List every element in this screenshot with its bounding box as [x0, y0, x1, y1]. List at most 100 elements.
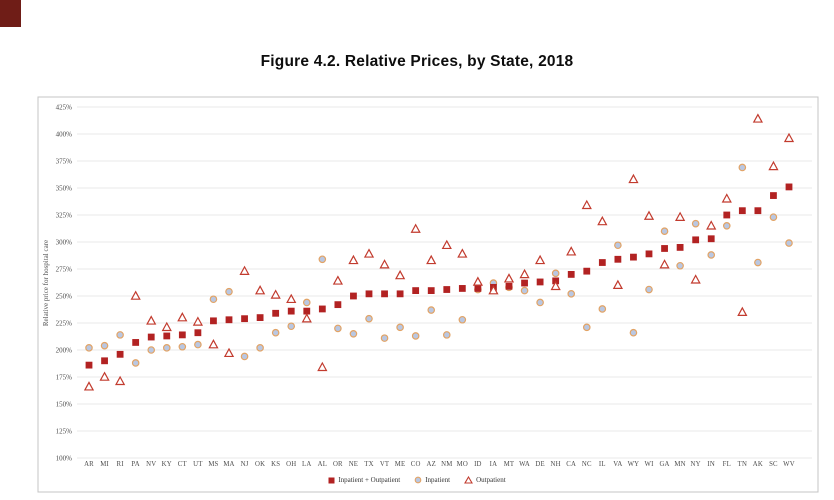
point-inpatient-outpatient [661, 245, 668, 252]
x-tick-label: ID [474, 461, 482, 468]
legend-label: Inpatient + Outpatient [338, 476, 401, 484]
point-outpatient [394, 269, 406, 280]
point-inpatient-outpatient [614, 255, 622, 263]
point-outpatient [488, 285, 499, 295]
y-tick-label: 400% [56, 130, 73, 138]
x-tick-label: KY [162, 461, 172, 468]
point-inpatient [769, 213, 778, 221]
point-inpatient-outpatient [272, 309, 280, 317]
x-tick-label: CO [411, 461, 421, 468]
point-inpatient [147, 346, 156, 354]
point-inpatient-outpatient [536, 278, 544, 286]
point-inpatient-outpatient [147, 333, 155, 341]
point-inpatient [240, 352, 249, 361]
point-inpatient [536, 298, 544, 307]
x-tick-label: NV [146, 461, 156, 468]
point-inpatient [598, 305, 607, 313]
point-outpatient [130, 290, 141, 300]
point-inpatient [365, 314, 373, 323]
legend-swatch-triangle [464, 476, 474, 484]
point-inpatient [567, 290, 576, 298]
point-inpatient-outpatient [505, 282, 513, 290]
x-tick-label: MI [100, 461, 109, 468]
point-inpatient [520, 286, 529, 295]
point-inpatient [676, 261, 684, 270]
point-inpatient-outpatient [116, 350, 124, 358]
point-inpatient-outpatient [381, 290, 388, 298]
point-outpatient [752, 113, 764, 123]
point-inpatient [722, 222, 731, 230]
x-tick-label: LA [302, 461, 311, 468]
point-inpatient-outpatient [132, 339, 140, 346]
legend: Inpatient + Outpatient Inpatient Outpati… [0, 476, 834, 484]
x-tick-label: WA [519, 461, 530, 468]
point-outpatient [472, 276, 484, 286]
point-inpatient [691, 219, 700, 228]
point-inpatient-outpatient [396, 290, 404, 298]
x-tick-label: MA [223, 461, 234, 468]
point-inpatient-outpatient [412, 287, 420, 294]
y-tick-label: 275% [56, 265, 73, 273]
y-axis-title: Relative price for hospital care [42, 240, 50, 326]
point-outpatient [721, 193, 732, 203]
point-inpatient [660, 227, 669, 236]
x-axis-labels: AR MI RI PA NV KY CT UT MS MA NJ OK KS OH LA AL OR NE TX VT… [84, 461, 795, 468]
point-outpatient [534, 254, 546, 265]
point-outpatient [628, 173, 639, 184]
point-inpatient-outpatient [723, 211, 731, 219]
point-outpatient [612, 279, 624, 289]
point-inpatient [551, 269, 560, 278]
y-tick-label: 375% [56, 157, 73, 165]
x-tick-label: NC [582, 461, 592, 468]
point-outpatient [99, 371, 110, 381]
x-tick-label: OK [255, 461, 265, 468]
point-inpatient-outpatient [738, 207, 746, 215]
point-outpatient [363, 248, 375, 258]
point-inpatient-outpatient [521, 279, 528, 287]
point-outpatient [674, 211, 686, 221]
x-tick-label: PA [131, 461, 139, 468]
point-outpatient [223, 347, 235, 358]
point-outpatient [317, 361, 328, 372]
y-tick-label: 150% [56, 400, 73, 408]
series-inpatient [85, 163, 793, 367]
point-inpatient-outpatient [178, 331, 186, 339]
point-inpatient-outpatient [225, 316, 233, 324]
point-inpatient-outpatient [163, 332, 171, 340]
point-inpatient [349, 329, 358, 338]
series-outpatient [83, 113, 795, 391]
x-tick-label: VA [613, 461, 622, 468]
x-tick-label: OR [333, 461, 343, 468]
x-tick-label: CT [178, 461, 188, 468]
point-outpatient [332, 275, 344, 285]
point-inpatient-outpatient [101, 357, 108, 365]
point-outpatient [457, 248, 468, 258]
point-outpatient [550, 280, 561, 291]
point-inpatient-outpatient [692, 236, 700, 244]
point-inpatient-outpatient [256, 314, 264, 321]
x-tick-label: NM [441, 461, 452, 468]
point-outpatient [426, 254, 437, 265]
series-inpatient-outpatient [85, 183, 793, 369]
x-tick-label: CA [566, 461, 576, 468]
point-inpatient [442, 331, 451, 339]
point-inpatient [380, 334, 389, 342]
x-tick-label: RI [117, 461, 125, 468]
point-inpatient [582, 323, 591, 332]
point-inpatient-outpatient [241, 315, 248, 323]
x-tick-label: NY [691, 461, 701, 468]
x-tick-label: FL [723, 461, 731, 468]
point-inpatient [318, 255, 327, 264]
point-inpatient [131, 359, 140, 367]
point-inpatient-outpatient [318, 305, 326, 313]
y-tick-label: 325% [56, 211, 73, 219]
point-inpatient-outpatient [583, 267, 591, 275]
point-outpatient [690, 274, 701, 284]
x-tick-label: MO [457, 461, 468, 468]
point-inpatient [411, 332, 420, 340]
point-inpatient-outpatient [443, 286, 451, 293]
x-tick-label: GA [659, 461, 669, 468]
x-tick-label: IA [490, 461, 498, 468]
